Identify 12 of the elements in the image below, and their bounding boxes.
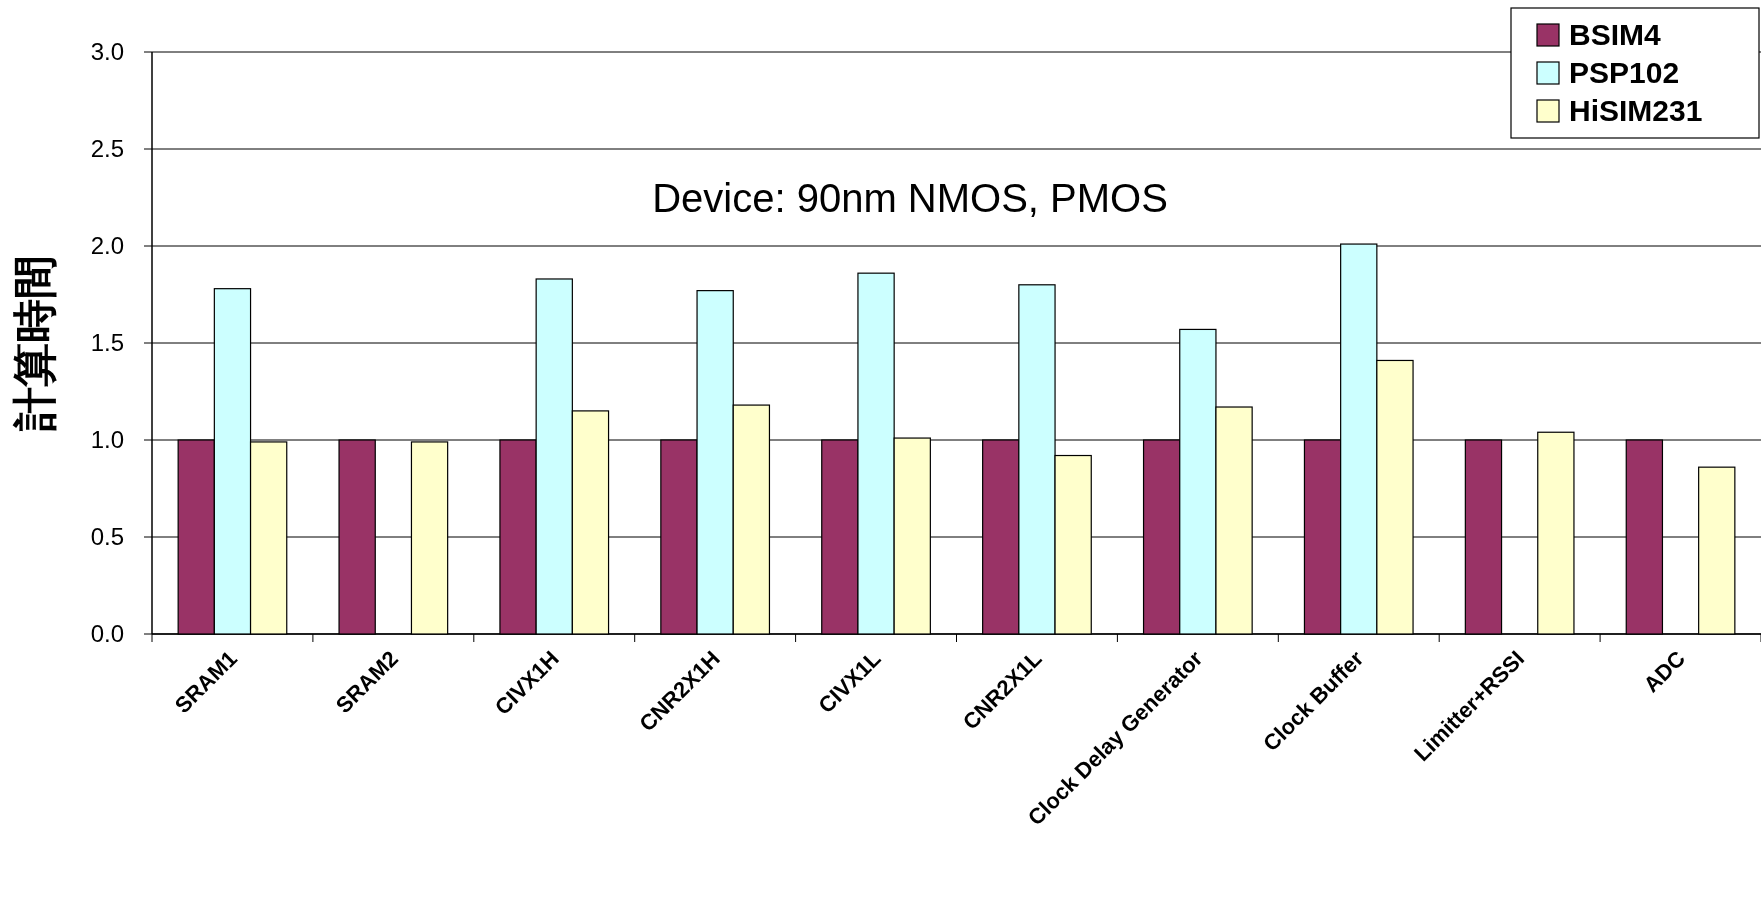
ytick: 3.0 [90,38,124,65]
ytick: 1.0 [90,426,124,453]
ytick: 0.5 [90,523,124,550]
ylabel: 計算時間 [10,255,59,431]
legend-label: PSP102 [1569,56,1680,89]
ytick: 1.5 [90,329,124,356]
annotation: Device: 90nm NMOS, PMOS [652,176,1168,220]
legend-label: BSIM4 [1569,18,1661,51]
ytick: 2.5 [90,135,124,162]
ytick: 2.0 [90,232,124,259]
ytick: 0.0 [90,620,124,647]
legend-label: HiSIM231 [1569,94,1703,127]
